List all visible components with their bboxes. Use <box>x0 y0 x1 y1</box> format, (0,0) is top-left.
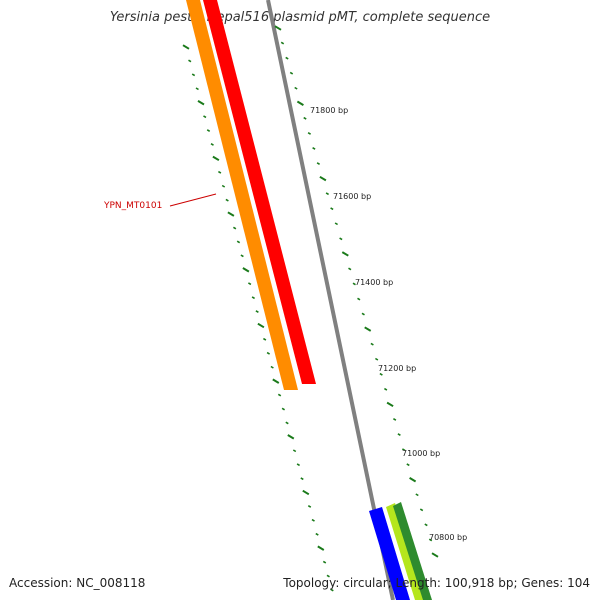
tick-label: 71000 bp <box>402 449 440 458</box>
minor-tick <box>281 407 286 411</box>
minor-tick <box>379 372 383 376</box>
major-tick <box>386 401 394 408</box>
minor-tick <box>294 86 298 90</box>
minor-tick <box>311 518 315 522</box>
major-tick <box>197 100 205 106</box>
major-tick <box>317 545 325 551</box>
minor-tick <box>307 132 312 135</box>
minor-tick <box>285 421 289 425</box>
minor-tick <box>428 538 433 542</box>
minor-tick <box>397 433 401 436</box>
tick-label: 71400 bp <box>355 278 393 287</box>
major-tick <box>364 326 372 332</box>
tick-label: 71600 bp <box>333 192 371 201</box>
minor-tick <box>307 505 312 508</box>
minor-tick <box>322 560 327 564</box>
minor-tick <box>280 41 285 45</box>
tick-label: 70800 bp <box>429 533 467 542</box>
minor-tick <box>285 56 289 60</box>
major-tick <box>242 267 250 273</box>
minor-tick <box>315 532 319 536</box>
minor-tick <box>255 310 259 313</box>
gene-ypn-mt0101[interactable] <box>186 0 298 390</box>
minor-tick <box>334 222 339 226</box>
major-tick <box>274 25 282 31</box>
minor-tick <box>195 87 199 91</box>
major-tick <box>212 155 220 162</box>
minor-tick <box>303 116 307 120</box>
minor-tick <box>225 198 229 202</box>
major-tick <box>182 44 190 50</box>
minor-tick <box>240 254 244 258</box>
minor-tick <box>191 73 196 77</box>
major-tick <box>257 322 265 329</box>
major-tick <box>287 434 295 440</box>
minor-tick <box>406 463 410 467</box>
ruler-labels: 71800 bp 71600 bp 71400 bp 71200 bp 7100… <box>310 106 467 542</box>
minor-tick <box>289 71 294 75</box>
outer-tick-ring <box>274 25 439 558</box>
gene-label-leader <box>169 193 217 207</box>
minor-tick <box>326 574 330 578</box>
minor-tick <box>352 282 356 286</box>
minor-tick <box>339 237 343 241</box>
accession-text: Accession: NC_008118 <box>9 576 146 590</box>
minor-tick <box>270 365 274 369</box>
minor-tick <box>236 240 241 244</box>
tick-label: 71200 bp <box>378 364 416 373</box>
minor-tick <box>210 143 214 146</box>
minor-tick <box>296 463 301 467</box>
gene-label[interactable]: YPN_MT0101 <box>103 201 162 211</box>
minor-tick <box>330 207 334 211</box>
minor-tick <box>251 296 256 300</box>
minor-tick <box>221 184 226 188</box>
minor-tick <box>300 477 304 481</box>
minor-tick <box>206 129 211 132</box>
minor-tick <box>266 351 271 355</box>
minor-tick <box>361 312 365 316</box>
minor-tick <box>348 267 352 271</box>
minor-tick <box>188 59 192 63</box>
minor-tick <box>415 493 419 497</box>
minor-tick <box>316 162 321 165</box>
backbone-line <box>266 0 395 600</box>
summary-text: Topology: circular; Length: 100,918 bp; … <box>283 576 590 590</box>
minor-tick <box>277 393 282 397</box>
major-tick <box>302 489 310 496</box>
minor-tick <box>374 357 379 361</box>
minor-tick <box>357 297 361 301</box>
gene-lime[interactable] <box>386 503 425 600</box>
minor-tick <box>262 337 267 341</box>
minor-tick <box>203 115 207 119</box>
minor-tick <box>383 387 388 391</box>
gene-red[interactable] <box>203 0 316 384</box>
minor-tick <box>217 170 222 174</box>
minor-tick <box>325 192 330 196</box>
gene-blue[interactable] <box>369 507 410 600</box>
major-tick <box>296 100 304 106</box>
major-tick <box>227 211 235 217</box>
minor-tick <box>330 588 334 592</box>
major-tick <box>341 251 349 257</box>
minor-tick <box>292 449 297 453</box>
minor-tick <box>424 523 428 527</box>
tick-label: 71800 bp <box>310 106 348 115</box>
minor-tick <box>370 342 374 346</box>
gene-green[interactable] <box>393 502 432 600</box>
minor-tick <box>401 448 406 452</box>
major-tick <box>272 378 280 384</box>
minor-tick <box>312 147 316 150</box>
minor-tick <box>419 508 424 512</box>
major-tick <box>319 175 327 182</box>
major-tick <box>431 552 439 558</box>
inner-tick-ring <box>182 44 334 592</box>
minor-tick <box>392 418 397 421</box>
major-tick <box>409 477 417 483</box>
minor-tick <box>247 282 252 286</box>
minor-tick <box>232 226 237 230</box>
